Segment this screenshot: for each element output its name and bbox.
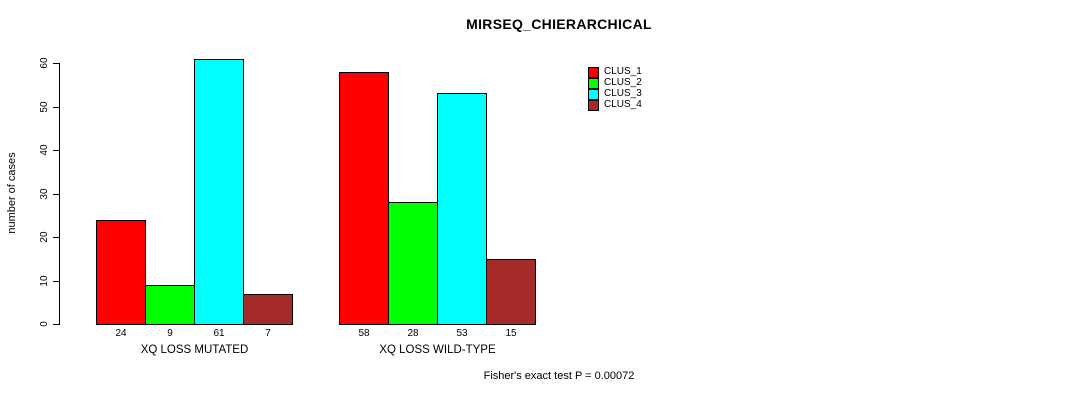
- y-tick-mark: [53, 237, 59, 238]
- bar-value-label: 28: [407, 328, 419, 339]
- bar-clus_1-1: [96, 220, 146, 325]
- y-tick-label: 0: [39, 321, 50, 327]
- y-tick-label: 10: [39, 275, 50, 287]
- y-tick-mark: [53, 194, 59, 195]
- y-tick-mark: [53, 150, 59, 151]
- x-category-label: XQ LOSS MUTATED: [140, 344, 249, 356]
- y-tick-mark: [53, 281, 59, 282]
- y-tick-label: 20: [39, 231, 50, 243]
- legend-swatch-clus_3: [588, 89, 599, 100]
- bar-clus_1-2: [339, 72, 389, 325]
- legend-label-clus_4: CLUS_4: [604, 99, 642, 110]
- bar-clus_3-2: [437, 93, 487, 325]
- y-tick-label: 40: [39, 144, 50, 156]
- legend-label-clus_3: CLUS_3: [604, 88, 642, 99]
- chart-title: MIRSEQ_CHIERARCHICAL: [466, 16, 652, 32]
- bar-value-label: 58: [358, 328, 370, 339]
- legend-label-clus_1: CLUS_1: [604, 66, 642, 77]
- y-tick-label: 60: [39, 57, 50, 69]
- bar-clus_3-1: [194, 59, 244, 325]
- bar-value-label: 61: [213, 328, 225, 339]
- bar-value-label: 24: [115, 328, 127, 339]
- y-tick-label: 30: [39, 188, 50, 200]
- legend-swatch-clus_1: [588, 67, 599, 78]
- bar-value-label: 7: [265, 328, 271, 339]
- bar-value-label: 15: [505, 328, 517, 339]
- y-axis-line: [59, 63, 60, 325]
- y-tick-mark: [53, 107, 59, 108]
- y-tick-mark: [53, 324, 59, 325]
- y-tick-mark: [53, 63, 59, 64]
- bar-clus_2-2: [388, 202, 438, 325]
- y-tick-label: 50: [39, 101, 50, 113]
- bar-clus_4-2: [486, 259, 536, 325]
- bar-value-label: 9: [167, 328, 173, 339]
- bar-clus_2-1: [145, 285, 195, 325]
- x-category-label: XQ LOSS WILD-TYPE: [379, 344, 496, 356]
- bar-clus_4-1: [243, 294, 293, 325]
- legend-swatch-clus_2: [588, 78, 599, 89]
- stats-annotation: Fisher's exact test P = 0.00072: [483, 370, 635, 382]
- legend-swatch-clus_4: [588, 100, 599, 111]
- legend-label-clus_2: CLUS_2: [604, 77, 642, 88]
- y-axis-title: number of cases: [6, 152, 18, 234]
- bar-value-label: 53: [456, 328, 468, 339]
